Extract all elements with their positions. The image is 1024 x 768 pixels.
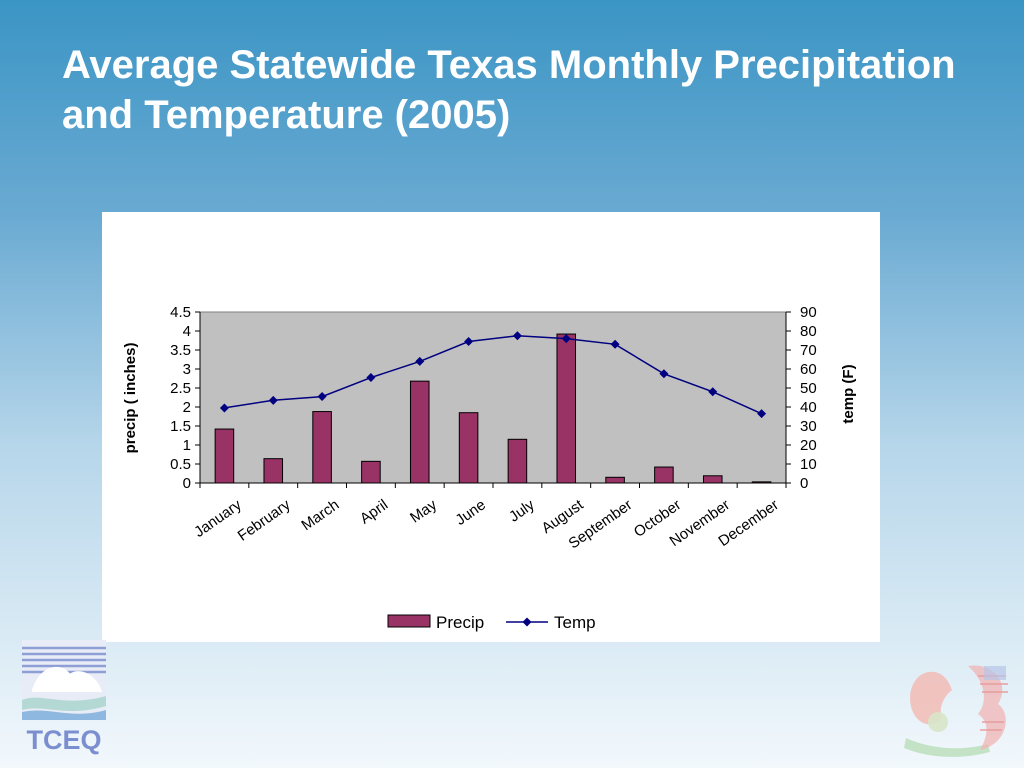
green-band-icon xyxy=(904,738,990,757)
legend-swatch-precip xyxy=(387,614,431,628)
y2-tick-label: 0 xyxy=(800,475,808,492)
temp-marker-may xyxy=(415,356,425,366)
y2-tick-label: 60 xyxy=(800,361,817,378)
y2-axis-label: temp (F) xyxy=(840,364,857,423)
bar-precip-march xyxy=(312,411,332,484)
temp-marker-july xyxy=(512,331,522,341)
bar-precip-april xyxy=(361,460,381,484)
y-tick-label: 1.5 xyxy=(170,418,191,435)
water-wave-icon xyxy=(22,696,106,712)
x-tick-label: June xyxy=(452,496,488,529)
x-tick-label: February xyxy=(235,496,294,545)
temp-marker-august xyxy=(561,334,571,344)
legend-marker-temp xyxy=(522,617,532,627)
y-axis-label: precip ( inches) xyxy=(122,343,139,454)
temp-marker-march xyxy=(317,392,327,402)
temp-marker-january xyxy=(219,403,229,413)
temp-marker-september xyxy=(610,339,620,349)
bar-precip-october xyxy=(654,466,674,484)
temp-marker-february xyxy=(268,395,278,405)
bar-precip-november xyxy=(702,475,723,484)
y-tick-label: 3 xyxy=(183,361,191,378)
x-tick-label: May xyxy=(407,496,440,526)
chart-legend: Precip Temp xyxy=(387,613,596,632)
number-three-icon xyxy=(968,665,1006,750)
y2-tick-label: 30 xyxy=(800,418,817,435)
y2-tick-label: 70 xyxy=(800,342,817,359)
y-tick-label: 4 xyxy=(183,323,191,340)
y2-tick-label: 40 xyxy=(800,399,817,416)
bar-precip-july xyxy=(507,438,528,484)
y2-tick-label: 80 xyxy=(800,323,817,340)
y-tick-label: 2 xyxy=(183,399,191,416)
y-tick-label: 2.5 xyxy=(170,380,191,397)
bar-precip-september xyxy=(605,476,625,484)
tceq-logo-stripes xyxy=(22,646,106,674)
temp-marker-december xyxy=(757,409,767,419)
seal-icon xyxy=(928,712,948,732)
y2-tick-label: 20 xyxy=(800,437,817,454)
temp-marker-june xyxy=(464,336,474,346)
y2-tick-label: 50 xyxy=(800,380,817,397)
mexico-map-icon xyxy=(910,671,952,725)
flag-canton-icon xyxy=(984,666,1006,680)
y-tick-label: 0.5 xyxy=(170,456,191,473)
tceq-logo: TCEQ xyxy=(22,640,106,755)
chart-panel: 0 0.5 1 1.5 2 2.5 3 3.5 4 4.5 0 10 20 30 40 50 60 70 80 90 J… xyxy=(102,212,880,642)
legend-label-temp: Temp xyxy=(554,613,596,632)
slide-title: Average Statewide Texas Monthly Precipit… xyxy=(62,43,956,137)
y-tick-label: 1 xyxy=(183,437,191,454)
cloud-icon xyxy=(32,666,102,692)
border-region-logo xyxy=(904,665,1008,757)
bar-precip-june xyxy=(458,412,479,484)
temp-marker-april xyxy=(366,373,376,383)
y2-tick-label: 90 xyxy=(800,304,817,321)
bar-precip-may xyxy=(409,380,430,484)
temp-marker-october xyxy=(659,369,669,379)
x-tick-label: July xyxy=(506,496,538,526)
water-wave-icon xyxy=(22,710,106,720)
temp-series-line xyxy=(224,335,762,415)
combo-chart: 0 0.5 1 1.5 2 2.5 3 3.5 4 4.5 0 10 20 30 40 50 60 70 80 90 J… xyxy=(122,304,857,632)
y-tick-label: 3.5 xyxy=(170,342,191,359)
y2-tick-label: 10 xyxy=(800,456,817,473)
bar-precip-august xyxy=(556,333,577,484)
tceq-logo-text: TCEQ xyxy=(26,725,101,755)
y-tick-label: 0 xyxy=(183,475,191,492)
x-tick-label: April xyxy=(357,496,391,527)
legend-label-precip: Precip xyxy=(436,613,484,632)
x-tick-label: March xyxy=(298,496,342,534)
bar-precip-february xyxy=(263,458,284,484)
temp-marker-november xyxy=(708,387,718,397)
plot-area xyxy=(199,311,787,484)
y-tick-label: 4.5 xyxy=(170,304,191,321)
bar-precip-january xyxy=(214,428,235,484)
